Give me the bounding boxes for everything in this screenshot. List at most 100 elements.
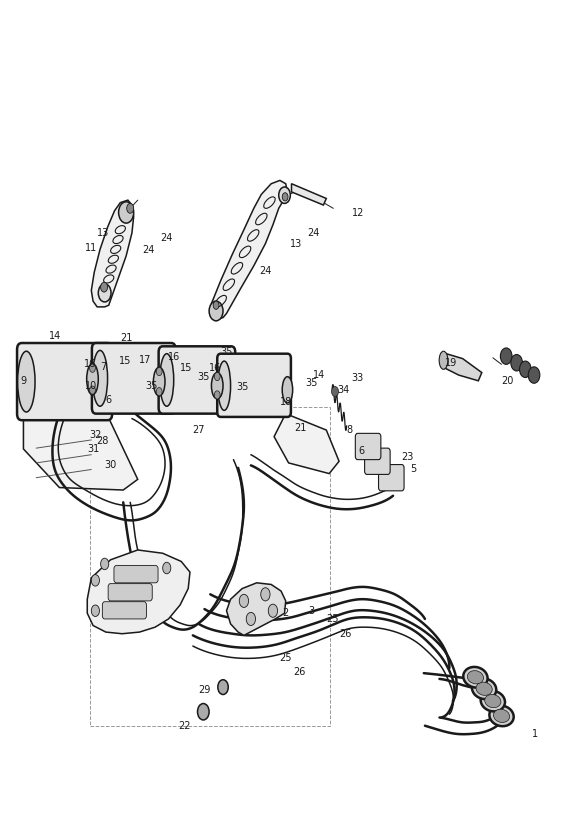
Text: 16: 16: [209, 363, 221, 373]
Polygon shape: [442, 353, 482, 381]
Circle shape: [519, 361, 531, 377]
Ellipse shape: [472, 678, 496, 699]
Circle shape: [118, 202, 134, 223]
Text: 33: 33: [351, 372, 363, 382]
FancyBboxPatch shape: [92, 343, 175, 414]
Ellipse shape: [468, 671, 483, 684]
Polygon shape: [87, 550, 190, 634]
Text: 26: 26: [293, 667, 305, 677]
Text: 29: 29: [198, 685, 210, 695]
Text: 6: 6: [106, 395, 112, 405]
Ellipse shape: [87, 363, 99, 395]
Text: 30: 30: [104, 461, 117, 471]
Circle shape: [127, 204, 134, 213]
Circle shape: [99, 284, 111, 302]
Text: 6: 6: [358, 446, 364, 456]
Circle shape: [156, 368, 162, 376]
Text: 24: 24: [307, 228, 319, 238]
Text: 28: 28: [97, 436, 109, 446]
Circle shape: [90, 386, 96, 394]
Ellipse shape: [484, 695, 501, 708]
Text: 18: 18: [280, 397, 292, 407]
Circle shape: [213, 301, 219, 309]
Circle shape: [332, 386, 339, 396]
Text: 13: 13: [97, 228, 109, 238]
Ellipse shape: [476, 682, 492, 695]
FancyBboxPatch shape: [108, 583, 152, 601]
Polygon shape: [210, 180, 287, 320]
Circle shape: [268, 604, 278, 617]
Text: 16: 16: [167, 352, 180, 362]
Polygon shape: [92, 200, 134, 307]
Text: 9: 9: [20, 376, 26, 386]
Ellipse shape: [463, 667, 487, 687]
Ellipse shape: [218, 361, 231, 410]
Circle shape: [163, 562, 171, 574]
Circle shape: [101, 283, 108, 292]
Polygon shape: [292, 184, 326, 205]
Ellipse shape: [160, 353, 174, 406]
Ellipse shape: [439, 351, 448, 369]
Text: 15: 15: [119, 356, 131, 366]
Circle shape: [282, 193, 288, 201]
Circle shape: [528, 367, 540, 383]
Ellipse shape: [93, 350, 108, 406]
Polygon shape: [274, 414, 339, 474]
Ellipse shape: [282, 377, 293, 403]
FancyBboxPatch shape: [17, 343, 112, 420]
Text: 35: 35: [145, 381, 157, 391]
Polygon shape: [227, 583, 286, 635]
FancyBboxPatch shape: [159, 346, 235, 414]
Circle shape: [279, 187, 290, 204]
Circle shape: [101, 558, 109, 569]
Ellipse shape: [153, 368, 165, 396]
Text: 7: 7: [100, 362, 106, 372]
FancyBboxPatch shape: [355, 433, 381, 460]
Text: 11: 11: [85, 243, 97, 253]
Circle shape: [156, 387, 162, 396]
Text: 23: 23: [401, 452, 414, 462]
Circle shape: [500, 348, 512, 364]
Ellipse shape: [493, 709, 510, 723]
Circle shape: [261, 588, 270, 601]
Text: 34: 34: [338, 385, 350, 395]
Text: 1: 1: [532, 729, 538, 739]
Text: 10: 10: [85, 381, 97, 391]
Circle shape: [218, 680, 229, 695]
Circle shape: [90, 364, 96, 372]
Circle shape: [92, 574, 100, 586]
FancyBboxPatch shape: [103, 602, 146, 619]
Circle shape: [215, 372, 220, 381]
Text: 25: 25: [279, 653, 292, 663]
Text: 3: 3: [309, 606, 315, 616]
Text: 14: 14: [313, 370, 325, 380]
Text: 8: 8: [346, 425, 353, 435]
Text: 16: 16: [83, 359, 96, 369]
FancyBboxPatch shape: [217, 353, 291, 417]
Text: 19: 19: [445, 358, 457, 368]
Circle shape: [215, 391, 220, 399]
Ellipse shape: [17, 351, 35, 412]
Text: 35: 35: [236, 382, 248, 392]
Circle shape: [511, 354, 522, 371]
Text: 24: 24: [142, 246, 154, 255]
FancyBboxPatch shape: [114, 565, 158, 583]
Text: 24: 24: [160, 233, 173, 243]
Text: 26: 26: [339, 629, 352, 639]
Circle shape: [239, 594, 248, 607]
Circle shape: [209, 301, 223, 321]
Text: 2: 2: [283, 608, 289, 618]
Text: 35: 35: [305, 378, 318, 388]
FancyBboxPatch shape: [378, 465, 404, 491]
Ellipse shape: [489, 705, 514, 726]
Text: 21: 21: [294, 424, 307, 433]
FancyBboxPatch shape: [364, 448, 390, 475]
Text: 13: 13: [290, 239, 302, 249]
Ellipse shape: [212, 372, 223, 399]
Text: 21: 21: [120, 333, 132, 343]
Text: 12: 12: [352, 208, 364, 218]
Text: 32: 32: [89, 430, 101, 440]
Text: 25: 25: [326, 614, 338, 624]
Text: 27: 27: [192, 425, 205, 435]
Text: 24: 24: [259, 266, 272, 276]
